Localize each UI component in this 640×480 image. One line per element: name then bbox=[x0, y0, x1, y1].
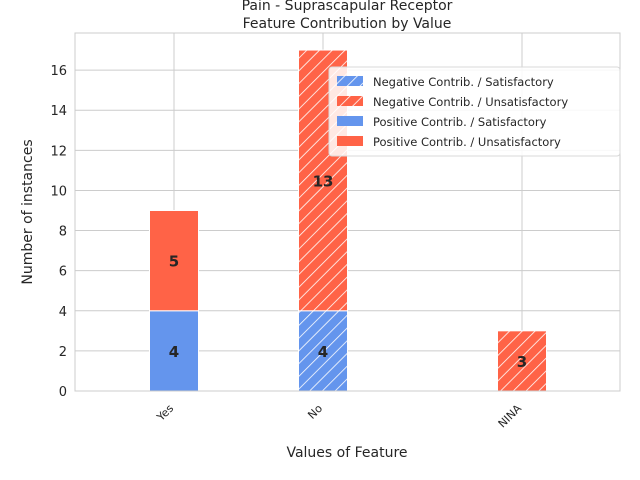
chart-title-line1: Pain - Suprascapular Receptor bbox=[242, 0, 453, 14]
bar-segment bbox=[298, 310, 348, 392]
x-tick-label: Yes bbox=[154, 402, 177, 425]
y-tick-label: 4 bbox=[59, 305, 67, 320]
bar-value-label: 4 bbox=[318, 343, 328, 361]
bar-labels: 4 13 3 4 5 bbox=[169, 172, 527, 371]
x-tick-label: NINA bbox=[496, 402, 525, 431]
y-axis-label: Number of instances bbox=[20, 139, 36, 284]
y-tick-label: 6 bbox=[59, 265, 67, 280]
y-tick-label: 16 bbox=[50, 64, 67, 79]
x-tick-labels: Yes No NINA bbox=[154, 402, 525, 431]
bar-segment bbox=[149, 209, 199, 312]
legend: Negative Contrib. / Satisfactory Negative… bbox=[328, 66, 621, 157]
chart-title-line2: Feature Contribution by Value bbox=[243, 16, 452, 32]
x-tick-label: No bbox=[305, 402, 325, 422]
bar-segment bbox=[497, 330, 547, 392]
legend-label: Positive Contrib. / Unsatisfactory bbox=[373, 135, 561, 149]
bar-value-label: 4 bbox=[169, 343, 179, 361]
legend-swatch bbox=[337, 136, 363, 146]
legend-label: Negative Contrib. / Unsatisfactory bbox=[373, 95, 568, 109]
legend-label: Positive Contrib. / Satisfactory bbox=[373, 115, 547, 129]
plot-frame bbox=[74, 32, 621, 392]
legend-swatch bbox=[337, 96, 363, 106]
bar-value-label: 3 bbox=[517, 353, 527, 371]
y-tick-label: 0 bbox=[59, 385, 67, 400]
legend-label: Negative Contrib. / Satisfactory bbox=[373, 75, 554, 89]
x-axis-label: Values of Feature bbox=[286, 445, 407, 461]
legend-swatch bbox=[337, 116, 363, 126]
bar-value-label: 5 bbox=[169, 253, 179, 271]
legend-swatch bbox=[337, 76, 363, 86]
y-tick-label: 2 bbox=[59, 345, 67, 360]
y-tick-label: 14 bbox=[50, 104, 67, 119]
legend-box bbox=[328, 66, 621, 157]
bar-segment bbox=[149, 310, 199, 392]
y-tick-label: 12 bbox=[50, 144, 67, 159]
y-tick-label: 10 bbox=[50, 184, 67, 199]
bar-value-label: 13 bbox=[313, 172, 334, 190]
y-tick-label: 8 bbox=[59, 225, 67, 240]
y-tick-labels: 0 2 4 6 8 10 12 14 16 bbox=[50, 64, 67, 400]
